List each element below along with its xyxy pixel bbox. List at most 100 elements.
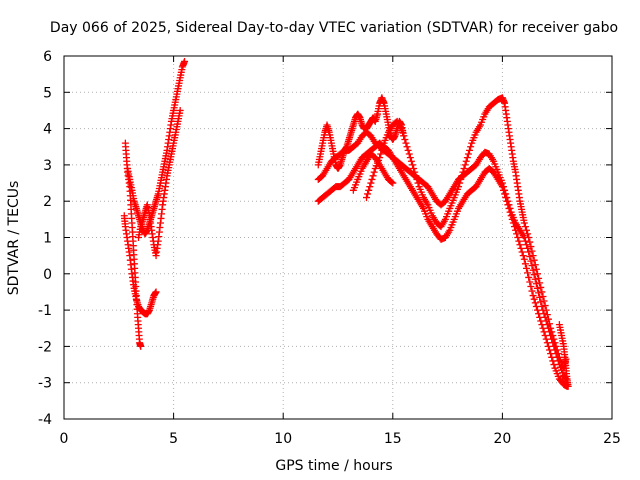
data-point bbox=[525, 273, 533, 281]
data-point bbox=[366, 183, 374, 191]
data-point bbox=[379, 143, 387, 151]
data-point bbox=[549, 357, 557, 365]
data-point bbox=[521, 223, 529, 231]
data-point bbox=[539, 292, 547, 300]
series-arc-i bbox=[362, 94, 570, 372]
data-point bbox=[370, 168, 378, 176]
data-point bbox=[525, 248, 533, 256]
data-point bbox=[461, 161, 469, 169]
data-point bbox=[507, 212, 515, 220]
data-point bbox=[546, 320, 554, 328]
data-point bbox=[531, 261, 539, 269]
data-point bbox=[365, 186, 373, 194]
data-point bbox=[543, 339, 551, 347]
data-point bbox=[548, 353, 556, 361]
data-point bbox=[526, 238, 534, 246]
data-point bbox=[404, 146, 412, 154]
data-point bbox=[550, 335, 558, 343]
data-point bbox=[152, 288, 160, 296]
data-point bbox=[364, 190, 372, 198]
data-point bbox=[536, 313, 544, 321]
chart-title: Day 066 of 2025, Sidereal Day-to-day VTE… bbox=[50, 20, 618, 36]
data-point bbox=[407, 157, 415, 165]
y-tick-label: -1 bbox=[38, 303, 52, 319]
data-point bbox=[411, 168, 419, 176]
data-point bbox=[542, 306, 550, 314]
data-point bbox=[176, 106, 184, 114]
data-point bbox=[376, 154, 384, 162]
data-point bbox=[540, 297, 548, 305]
x-axis-label: GPS time / hours bbox=[275, 458, 392, 474]
data-point bbox=[505, 204, 513, 212]
y-tick-labels: -4 -3 -2 -1 0 1 2 3 4 5 6 bbox=[38, 49, 52, 428]
data-point bbox=[540, 328, 548, 336]
data-point bbox=[414, 179, 422, 187]
data-point bbox=[521, 260, 529, 268]
data-point bbox=[399, 128, 407, 136]
data-point bbox=[547, 324, 555, 332]
data-point bbox=[538, 321, 546, 329]
data-point bbox=[413, 175, 421, 183]
data-point bbox=[524, 269, 532, 277]
axis-ticks bbox=[63, 55, 613, 420]
data-point bbox=[554, 350, 562, 358]
data-point bbox=[528, 262, 536, 270]
data-point bbox=[377, 150, 385, 158]
data-point bbox=[533, 306, 541, 314]
y-axis-label: SDTVAR / TECUs bbox=[6, 181, 22, 296]
series-arc-d bbox=[135, 106, 184, 260]
data-point bbox=[512, 226, 520, 234]
data-point bbox=[402, 139, 410, 147]
data-point bbox=[467, 143, 475, 151]
data-point bbox=[551, 339, 559, 347]
data-point bbox=[506, 208, 514, 216]
x-tick-label: 0 bbox=[60, 431, 69, 447]
data-point bbox=[519, 252, 527, 260]
data-point bbox=[455, 183, 463, 191]
y-tick-label: -2 bbox=[38, 339, 52, 355]
data-point bbox=[509, 219, 517, 227]
data-point bbox=[523, 226, 531, 234]
data-point bbox=[498, 183, 506, 191]
data-point bbox=[564, 382, 572, 390]
data-point bbox=[502, 194, 510, 202]
y-tick-label: -3 bbox=[38, 376, 52, 392]
data-point bbox=[544, 315, 552, 323]
y-tick-label: 4 bbox=[43, 122, 52, 138]
data-point bbox=[389, 179, 397, 187]
data-point bbox=[368, 175, 376, 183]
data-point bbox=[499, 186, 507, 194]
data-point bbox=[539, 324, 547, 332]
data-point bbox=[362, 194, 370, 202]
data-point bbox=[529, 252, 537, 260]
data-point bbox=[510, 223, 518, 231]
data-point bbox=[501, 190, 509, 198]
x-tick-label: 20 bbox=[493, 431, 511, 447]
data-point bbox=[521, 237, 529, 245]
data-point bbox=[532, 265, 540, 273]
data-point bbox=[544, 342, 552, 350]
data-point bbox=[459, 168, 467, 176]
data-point bbox=[533, 284, 541, 292]
data-point bbox=[529, 292, 537, 300]
data-point bbox=[503, 197, 511, 205]
data-marks bbox=[120, 57, 572, 390]
data-point bbox=[181, 57, 189, 65]
data-point bbox=[466, 146, 474, 154]
data-point bbox=[541, 332, 549, 340]
data-point bbox=[410, 165, 418, 173]
data-point bbox=[527, 257, 535, 265]
data-point bbox=[523, 264, 531, 272]
x-tick-label: 15 bbox=[384, 431, 402, 447]
data-point bbox=[406, 154, 414, 162]
data-point bbox=[409, 161, 417, 169]
data-point bbox=[464, 150, 472, 158]
data-point bbox=[458, 172, 466, 180]
y-tick-label: 6 bbox=[43, 49, 52, 65]
data-point bbox=[520, 219, 528, 227]
data-point bbox=[460, 165, 468, 173]
data-point bbox=[137, 342, 145, 350]
data-point bbox=[403, 143, 411, 151]
data-point bbox=[535, 274, 543, 282]
